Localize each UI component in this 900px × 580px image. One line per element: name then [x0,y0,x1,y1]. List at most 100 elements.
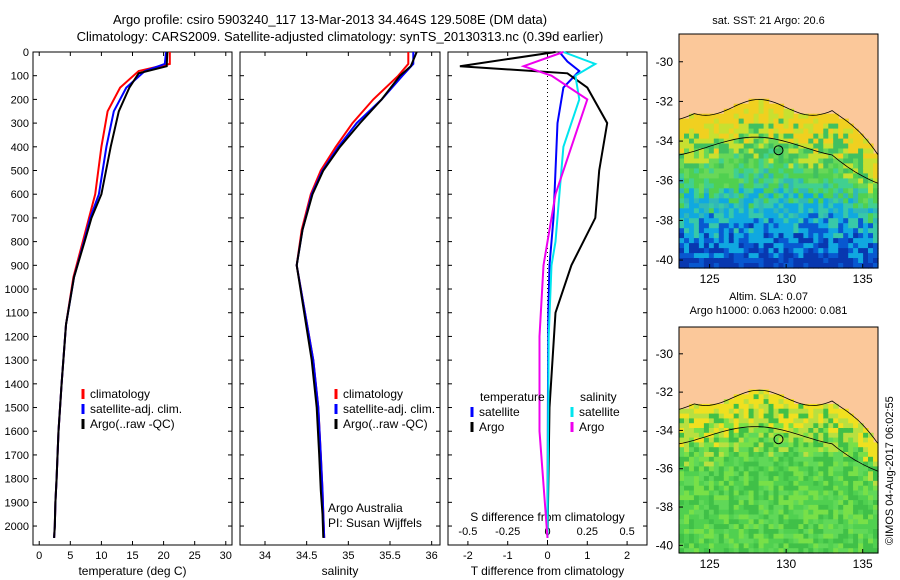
map-cell [798,524,804,530]
map-cell [808,509,814,516]
map-cell [708,213,715,219]
map-cell [703,253,710,259]
map-cell [743,173,750,179]
map-cell [833,118,839,125]
map-cell [728,193,735,199]
map-cell [873,163,879,169]
map-cell [758,113,765,120]
map-cell [708,173,715,179]
map-cell [763,173,770,179]
map-cell [828,158,834,165]
map-cell [793,504,799,511]
x-tick-label: 36 [426,550,438,562]
map-cell [773,243,780,249]
map-cell [723,461,730,467]
series-argo-raw-qc- [53,51,169,538]
map-cell [758,490,765,496]
map-cell [823,442,829,448]
map-cell [698,452,705,458]
map-cell [693,238,700,244]
map-cell [693,248,700,254]
temperature-panel-frame [32,51,233,546]
map-cell [843,233,849,239]
map-cell [853,485,859,492]
map-cell [823,263,829,269]
map-cell [788,208,795,214]
map-cell [853,471,859,477]
map-cell [753,524,760,530]
map-cell [863,524,869,530]
map-cell [798,223,804,229]
map-cell [679,413,685,419]
map-cell [858,442,864,448]
map-cell [758,480,765,487]
map-cell [868,158,874,165]
map-cell [783,413,790,419]
map-cell [753,432,760,439]
map-cell [783,466,790,472]
map-cell [689,428,695,434]
map-cell [813,203,819,209]
map-cell [693,173,700,179]
map-cell [679,418,685,424]
map-cell [763,203,770,209]
map-cell [783,183,790,189]
map-cell [753,198,760,204]
map-cell [818,163,824,169]
map-cell [783,524,790,530]
map-cell [798,168,804,174]
map-cell [684,248,690,254]
map-cell [713,188,720,194]
map-cell [728,158,735,165]
map-cell [863,163,869,169]
map-y-tick-label: -36 [656,462,674,476]
map-cell [828,452,834,458]
map-cell [698,223,705,229]
map-cell [808,524,814,530]
map-cell [713,442,720,448]
map-cell [843,495,849,501]
map-cell [693,253,700,259]
map-cell [733,258,740,264]
map-cell [743,178,750,184]
map-cell [808,408,814,415]
map-cell [828,233,834,239]
map-cell [733,509,740,516]
y-tick-label: 1700 [5,450,29,462]
map-cell [689,248,695,254]
map-cell [763,223,770,229]
map-cell [788,408,795,415]
map-cell [843,461,849,467]
map-cell [793,233,799,239]
map-cell [788,238,795,244]
map-cell [773,504,780,511]
map-cell [684,543,690,549]
map-cell [818,432,824,439]
map-cell [768,490,775,496]
map-cell [828,218,834,224]
map-cell [858,158,864,165]
map-cell [689,133,695,140]
map-cell [723,452,730,458]
map-cell [863,428,869,434]
map-cell [868,466,874,472]
map-cell [828,193,834,199]
map-cell [679,148,685,155]
map-cell [703,213,710,219]
map-cell [753,138,760,145]
map-cell [798,500,804,506]
map-cell [733,432,740,439]
map-cell [693,529,700,535]
map-cell [808,188,814,194]
map-cell [783,243,790,249]
map-cell [743,113,750,120]
map-cell [853,456,859,463]
map-cell [753,243,760,249]
map-cell [778,418,785,424]
map-cell [873,509,879,516]
map-cell [813,452,819,458]
map-cell [813,428,819,434]
map-cell [818,243,824,249]
map-cell [748,394,755,400]
map-cell [838,233,844,239]
